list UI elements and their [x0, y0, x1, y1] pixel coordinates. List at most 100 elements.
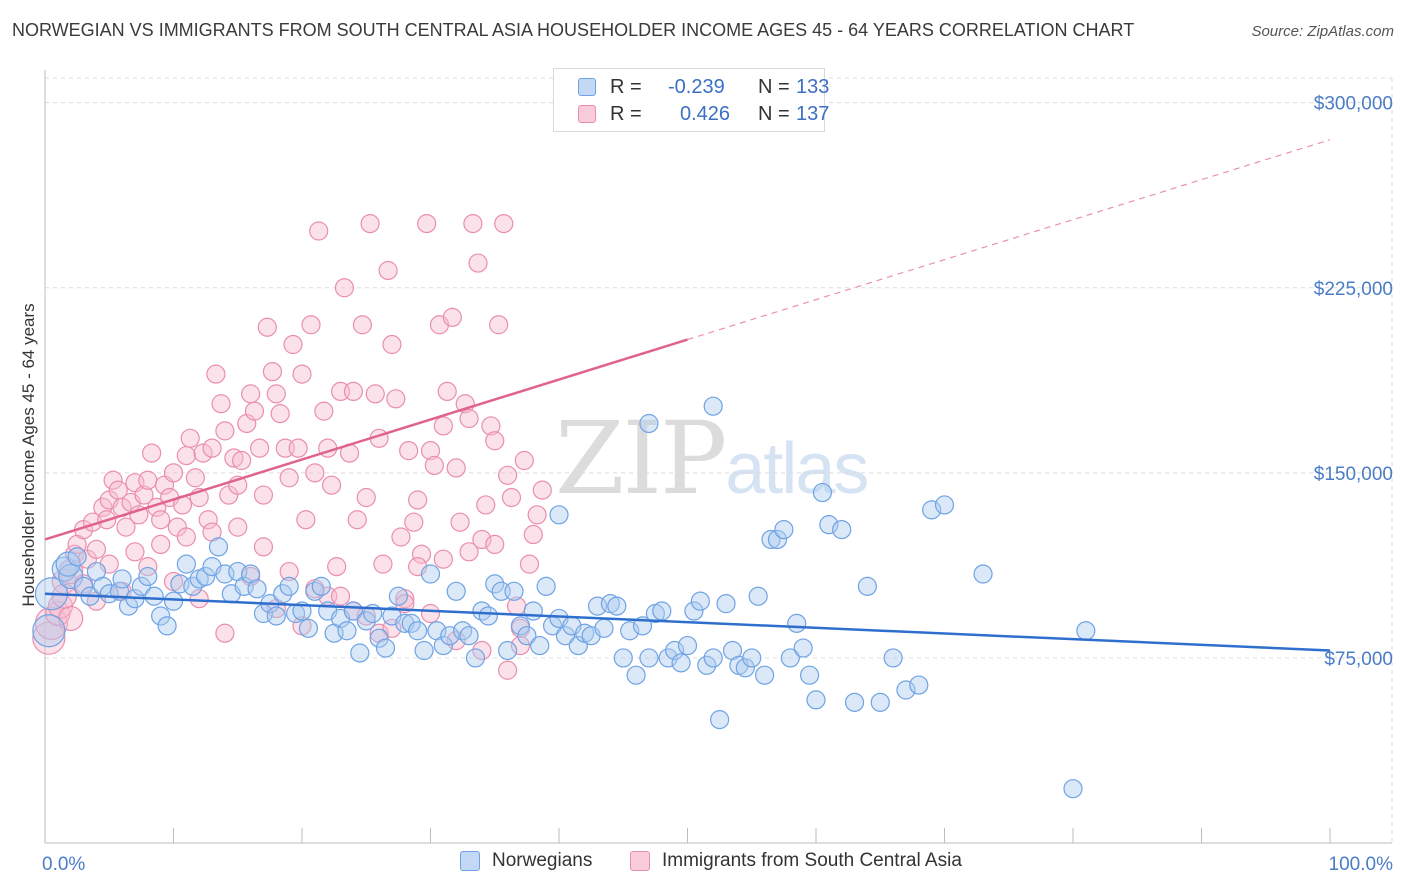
immigrants-point	[266, 384, 286, 404]
immigrants-point	[485, 431, 505, 451]
norwegians-point	[32, 614, 66, 648]
immigrants-point	[202, 438, 222, 458]
norwegians-point	[465, 648, 486, 668]
series-norwegians-points	[32, 396, 1096, 799]
norwegians-point	[472, 601, 492, 621]
immigrants-point	[365, 384, 385, 404]
norwegians-point	[151, 606, 171, 626]
norwegians-point	[793, 638, 813, 658]
immigrants-point	[420, 603, 441, 624]
norwegians-point	[607, 596, 627, 616]
norwegians-point	[697, 655, 717, 675]
immigrants-point	[408, 490, 428, 510]
norwegians-point	[594, 618, 614, 638]
legend-row-immigrants: R = 0.426 N = 137	[578, 101, 829, 127]
norwegians-point	[677, 635, 698, 656]
norwegians-point	[883, 648, 903, 668]
norwegians-point	[266, 606, 286, 626]
watermark-atlas: atlas	[725, 429, 869, 509]
norwegians-point	[58, 563, 84, 590]
y-tick-labels: $75,000 $150,000 $225,000 $300,000	[1314, 94, 1393, 670]
immigrants-point	[185, 468, 205, 488]
legend-r-value: 0.426	[680, 102, 731, 125]
legend-swatch-pink	[578, 105, 596, 123]
immigrants-point	[193, 443, 213, 463]
immigrants-point	[198, 510, 218, 530]
immigrants-point	[523, 524, 543, 545]
legend-label-norwegians: Norwegians	[492, 850, 593, 871]
norwegians-point	[684, 601, 704, 621]
norwegians-point	[613, 648, 633, 668]
norwegians-point	[163, 591, 184, 611]
legend-swatch-pink	[630, 851, 650, 871]
norwegians-point	[620, 621, 640, 641]
norwegians-point	[414, 640, 434, 661]
norwegians-point	[568, 635, 588, 656]
norwegians-point	[844, 692, 865, 712]
y-tick-label: $225,000	[1314, 279, 1393, 300]
norwegians-point	[735, 658, 755, 678]
norwegians-point	[671, 653, 691, 673]
norwegians-point	[138, 566, 158, 587]
immigrants-point	[296, 510, 316, 530]
immigrants-point	[232, 450, 252, 471]
norwegians-point	[440, 626, 460, 646]
trend-line-immigrants-extension	[687, 139, 1331, 341]
immigrants-point	[437, 381, 457, 402]
immigrants-point	[424, 455, 444, 476]
immigrants-point	[309, 221, 329, 241]
legend-item-immigrants[interactable]: Immigrants from South Central Asia	[630, 850, 962, 872]
legend-swatch-blue	[578, 78, 596, 96]
immigrants-point	[116, 517, 136, 537]
norwegians-point	[536, 576, 556, 596]
norwegians-point	[131, 576, 151, 596]
norwegians-point	[408, 621, 428, 641]
legend-swatch-blue	[460, 851, 480, 871]
norwegians-point	[1076, 621, 1096, 641]
immigrants-point	[352, 315, 372, 335]
norwegians-point	[67, 547, 87, 567]
norwegians-point	[922, 500, 942, 520]
immigrants-point	[211, 394, 231, 414]
legend-n-value: 137	[796, 102, 830, 125]
x-tick-label: 100.0%	[1329, 854, 1394, 875]
immigrants-point	[494, 213, 514, 234]
immigrants-point	[189, 589, 209, 609]
norwegians-point	[690, 591, 710, 611]
immigrants-point	[373, 554, 393, 574]
legend-n-label: N =	[758, 102, 790, 125]
immigrants-point	[301, 315, 321, 335]
axes	[44, 70, 1392, 844]
immigrants-point	[292, 364, 312, 384]
immigrants-point	[279, 468, 299, 488]
immigrants-point	[321, 475, 342, 495]
legend-item-norwegians[interactable]: Norwegians	[460, 850, 592, 872]
norwegians-point	[780, 648, 800, 668]
norwegians-point	[832, 519, 852, 540]
legend-n-value: 133	[796, 75, 830, 98]
immigrants-point	[433, 416, 453, 436]
immigrants-point	[151, 510, 171, 530]
immigrants-point	[129, 505, 149, 525]
norwegians-point	[337, 621, 357, 641]
immigrants-point	[514, 450, 534, 471]
immigrants-point	[468, 253, 488, 273]
immigrants-point	[151, 534, 171, 555]
legend-r-label: R =	[610, 102, 642, 125]
norwegians-point	[279, 576, 299, 596]
norwegians-point	[453, 621, 473, 641]
norwegians-point	[806, 690, 826, 710]
norwegians-point	[433, 635, 453, 656]
immigrants-point	[257, 317, 277, 337]
legend-row-norwegians: R = -0.239 N = 133	[578, 74, 829, 100]
norwegians-point	[485, 574, 505, 594]
trend-line-immigrants	[44, 338, 688, 541]
immigrants-point	[459, 408, 479, 429]
immigrants-point	[378, 260, 398, 281]
immigrants-point	[138, 470, 158, 490]
norwegians-point	[774, 519, 794, 540]
norwegians-point	[157, 616, 177, 636]
immigrants-point	[180, 428, 200, 448]
immigrants-point	[176, 527, 196, 547]
